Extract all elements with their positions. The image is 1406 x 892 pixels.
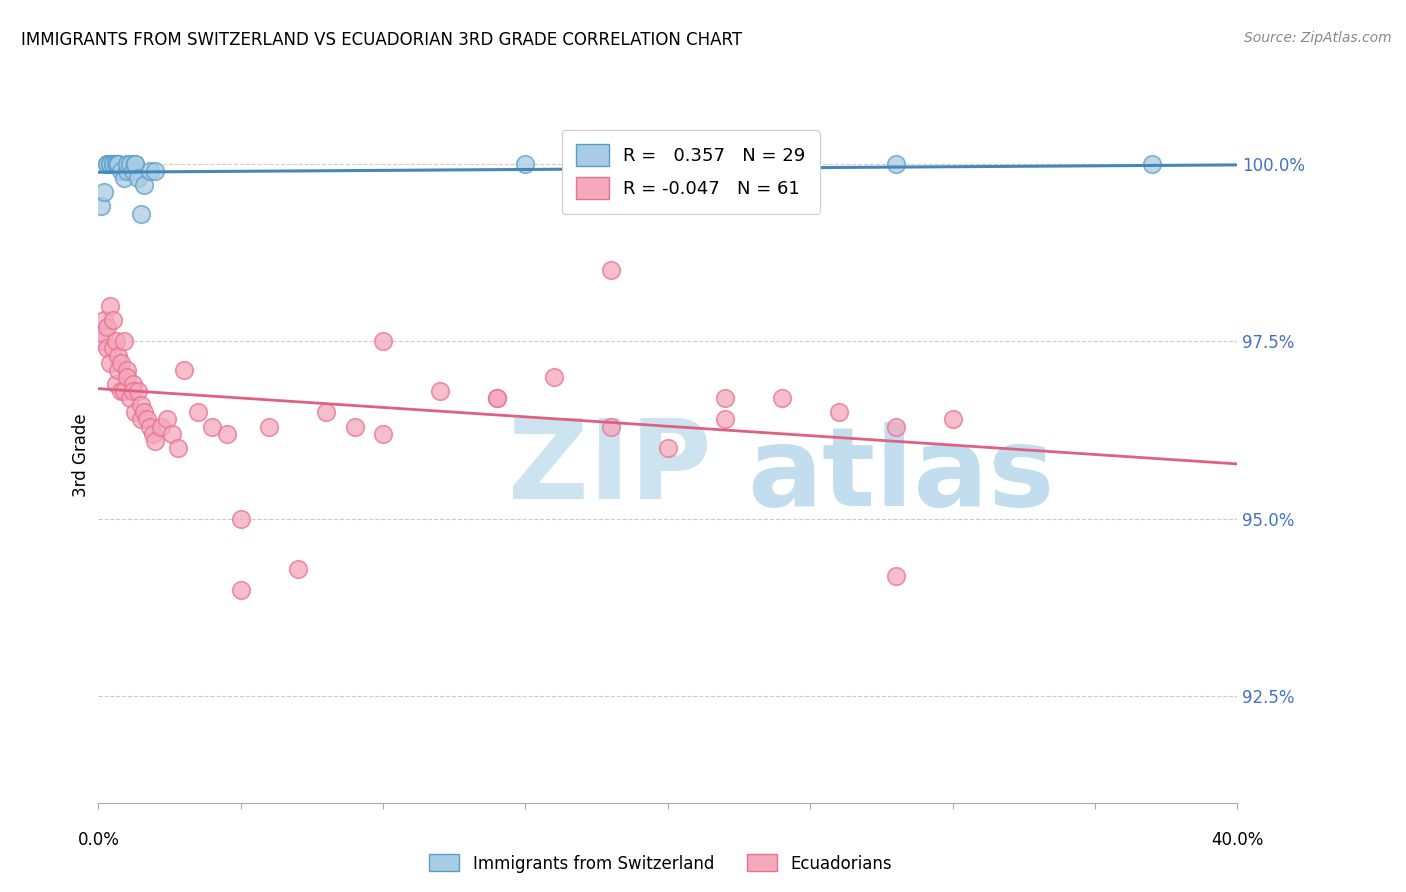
Text: ZIP: ZIP xyxy=(509,416,711,523)
Point xyxy=(121,376,143,391)
Point xyxy=(135,412,157,426)
Point xyxy=(486,391,509,405)
Point xyxy=(124,157,146,171)
Point xyxy=(141,426,163,441)
Point xyxy=(543,369,565,384)
Point xyxy=(167,441,190,455)
Point xyxy=(112,334,135,349)
Point xyxy=(150,419,173,434)
Point xyxy=(101,157,124,171)
Point xyxy=(110,164,132,178)
Point xyxy=(884,157,907,171)
Point xyxy=(104,334,127,349)
Point xyxy=(429,384,451,398)
Point xyxy=(90,199,112,213)
Point xyxy=(104,157,127,171)
Point xyxy=(96,157,118,171)
Point xyxy=(187,405,209,419)
Point xyxy=(486,391,509,405)
Point xyxy=(107,157,129,171)
Point xyxy=(124,157,146,171)
Point xyxy=(714,171,737,186)
Point xyxy=(287,561,309,575)
Point xyxy=(93,186,115,200)
Point xyxy=(104,376,127,391)
Text: 40.0%: 40.0% xyxy=(1211,831,1264,849)
Text: 0.0%: 0.0% xyxy=(77,831,120,849)
Point xyxy=(101,157,124,171)
Point xyxy=(1140,157,1163,171)
Point xyxy=(373,334,395,349)
Y-axis label: 3rd Grade: 3rd Grade xyxy=(72,413,90,497)
Point xyxy=(96,342,118,356)
Point xyxy=(96,320,118,334)
Point xyxy=(884,568,907,582)
Point xyxy=(115,157,138,171)
Legend: Immigrants from Switzerland, Ecuadorians: Immigrants from Switzerland, Ecuadorians xyxy=(423,847,898,880)
Point xyxy=(215,426,238,441)
Point xyxy=(315,405,337,419)
Legend: R =   0.357   N = 29, R = -0.047   N = 61: R = 0.357 N = 29, R = -0.047 N = 61 xyxy=(561,130,820,214)
Point xyxy=(107,349,129,363)
Text: atlas: atlas xyxy=(748,422,1054,529)
Point xyxy=(145,434,167,448)
Point xyxy=(98,356,121,370)
Point xyxy=(201,419,224,434)
Point xyxy=(770,391,793,405)
Point xyxy=(156,412,179,426)
Point xyxy=(145,164,167,178)
Point xyxy=(600,263,623,277)
Point xyxy=(96,157,118,171)
Point xyxy=(98,157,121,171)
Point xyxy=(90,334,112,349)
Point xyxy=(714,412,737,426)
Point xyxy=(173,362,195,376)
Point xyxy=(93,327,115,342)
Point xyxy=(124,405,146,419)
Point xyxy=(115,362,138,376)
Point xyxy=(98,299,121,313)
Point xyxy=(107,362,129,376)
Point xyxy=(162,426,184,441)
Point xyxy=(942,412,965,426)
Point xyxy=(132,405,155,419)
Point xyxy=(101,313,124,327)
Point xyxy=(112,384,135,398)
Text: Source: ZipAtlas.com: Source: ZipAtlas.com xyxy=(1244,31,1392,45)
Point xyxy=(110,356,132,370)
Point xyxy=(129,398,152,412)
Point xyxy=(138,164,160,178)
Point xyxy=(132,178,155,193)
Point xyxy=(657,441,679,455)
Point xyxy=(127,171,149,186)
Point xyxy=(828,405,851,419)
Point xyxy=(98,157,121,171)
Point xyxy=(112,171,135,186)
Point xyxy=(115,164,138,178)
Point xyxy=(127,384,149,398)
Point xyxy=(110,384,132,398)
Point xyxy=(259,419,281,434)
Point xyxy=(101,342,124,356)
Point xyxy=(229,512,252,526)
Point xyxy=(93,313,115,327)
Point xyxy=(138,419,160,434)
Point xyxy=(129,206,152,220)
Point xyxy=(121,164,143,178)
Point xyxy=(373,426,395,441)
Point xyxy=(884,419,907,434)
Point xyxy=(104,157,127,171)
Point xyxy=(121,384,143,398)
Point xyxy=(118,391,141,405)
Point xyxy=(600,419,623,434)
Point xyxy=(129,412,152,426)
Point xyxy=(107,157,129,171)
Point xyxy=(118,157,141,171)
Point xyxy=(515,157,537,171)
Point xyxy=(714,391,737,405)
Point xyxy=(115,369,138,384)
Text: IMMIGRANTS FROM SWITZERLAND VS ECUADORIAN 3RD GRADE CORRELATION CHART: IMMIGRANTS FROM SWITZERLAND VS ECUADORIA… xyxy=(21,31,742,49)
Point xyxy=(343,419,366,434)
Point xyxy=(229,582,252,597)
